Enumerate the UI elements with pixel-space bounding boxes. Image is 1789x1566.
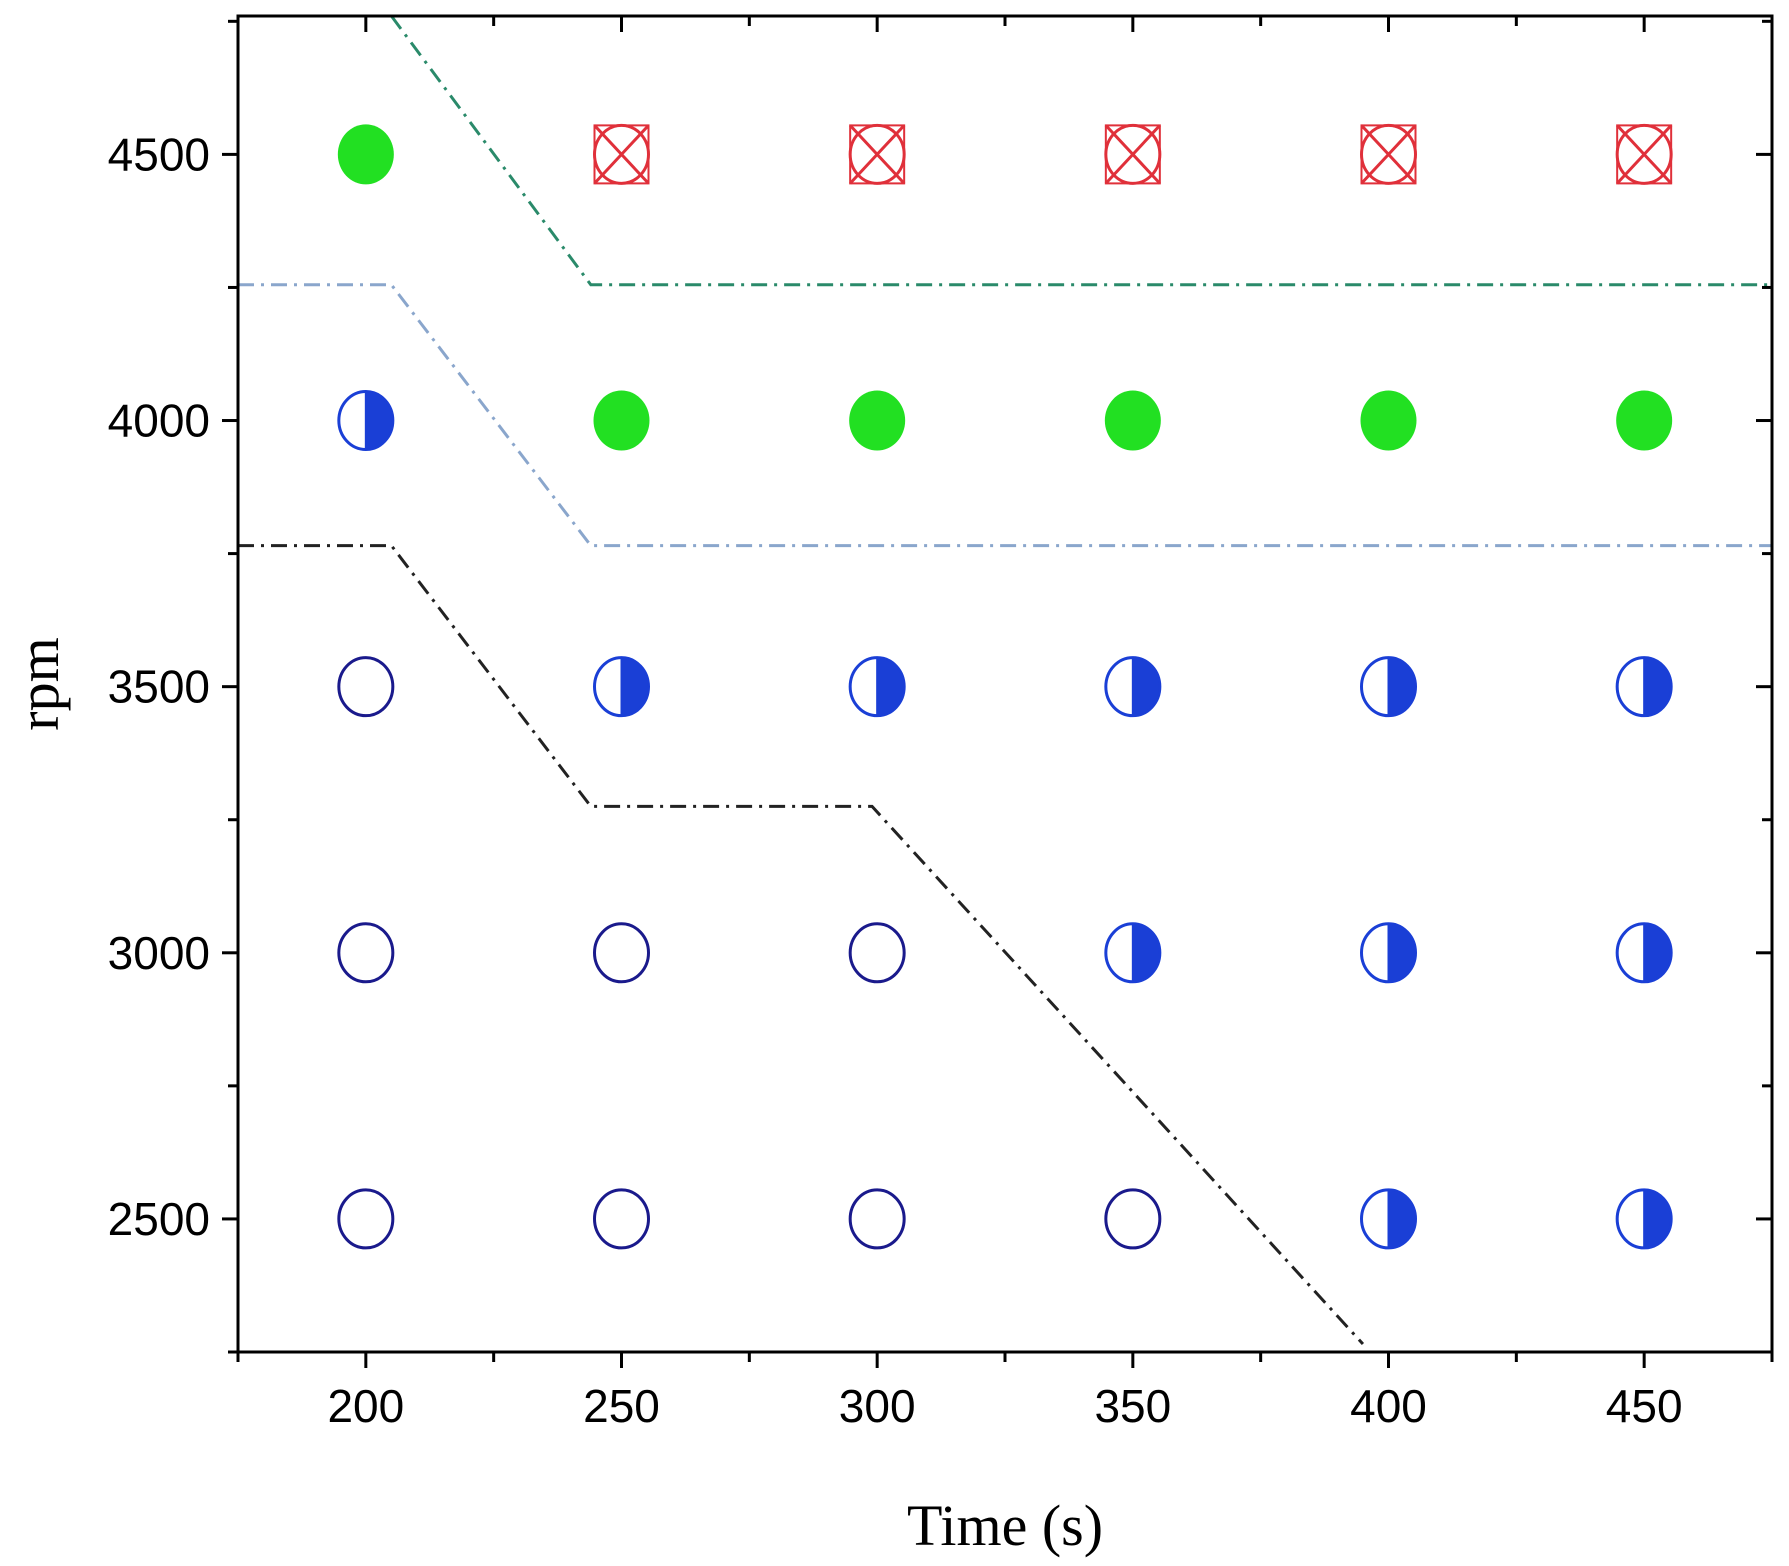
crossed-circle-box: [1616, 124, 1673, 185]
half-circle-fill: [1387, 656, 1417, 717]
marker-crossed-circle: [1615, 123, 1673, 185]
marker-half-filled-circle: [1360, 1188, 1417, 1250]
marker-half-filled-circle: [1360, 656, 1417, 718]
y-tick-label: 2500: [108, 1193, 210, 1245]
marker-open-circle: [593, 1188, 650, 1250]
green-boundary: [390, 15, 1772, 287]
filled-circle-mark: [593, 390, 650, 451]
marker-open-circle: [337, 1188, 395, 1250]
marker-open-circle: [337, 922, 395, 984]
marker-crossed-circle: [1360, 123, 1417, 185]
black-boundary: [238, 544, 1365, 1346]
marker-half-filled-circle: [337, 390, 395, 452]
marker-half-filled-circle: [593, 656, 650, 718]
crossed-circle-diag-b: [1360, 124, 1417, 185]
half-circle-fill: [1131, 922, 1161, 983]
x-axis-title: Time (s): [907, 1493, 1103, 1558]
half-circle-fill: [1387, 1188, 1417, 1249]
axes-layer: 200 250 300 350 400 450 2500 3000 3500 4000 4500 Ti…: [6, 14, 1774, 1558]
half-circle-fill: [620, 656, 650, 717]
markers-layer: [337, 123, 1673, 1250]
marker-open-circle: [848, 1188, 906, 1250]
crossed-circle-diag-b: [849, 124, 906, 185]
marker-open-circle: [848, 922, 906, 984]
open-circle-mark: [593, 1188, 650, 1250]
filled-circle-mark: [337, 124, 394, 185]
half-circle-fill: [1643, 656, 1673, 717]
crossed-circle-diag-b: [1616, 124, 1673, 185]
marker-half-filled-circle: [1104, 922, 1162, 984]
open-circle-mark: [848, 1188, 906, 1250]
crossed-circle-diag-b: [1104, 124, 1161, 185]
marker-filled-circle: [1616, 390, 1673, 451]
x-tick-label: 250: [583, 1380, 660, 1432]
crossed-circle-box: [849, 124, 906, 185]
half-circle-fill: [1643, 1188, 1673, 1249]
half-circle-fill: [1131, 656, 1161, 717]
marker-half-filled-circle: [1360, 922, 1417, 984]
marker-crossed-circle: [1104, 123, 1162, 185]
crossed-circle-box: [1360, 124, 1417, 185]
x-tick-label: 300: [839, 1380, 916, 1432]
boundary-lines-layer: [238, 15, 1772, 1346]
filled-circle-mark: [1360, 390, 1417, 451]
marker-half-filled-circle: [1615, 656, 1673, 718]
filled-circle-mark: [849, 390, 906, 451]
marker-filled-circle: [593, 390, 650, 451]
open-circle-mark: [337, 656, 395, 718]
y-tick-label: 4500: [108, 128, 210, 180]
half-circle-fill: [364, 390, 394, 451]
lightblue-boundary: [238, 283, 1772, 548]
marker-crossed-circle: [848, 123, 906, 185]
open-circle-mark: [337, 922, 395, 984]
open-circle-mark: [337, 1188, 395, 1250]
marker-half-filled-circle: [1615, 1188, 1673, 1250]
filled-circle-mark: [1616, 390, 1673, 451]
marker-half-filled-circle: [1615, 922, 1673, 984]
half-circle-fill: [1387, 922, 1417, 983]
x-tick-label: 200: [327, 1380, 404, 1432]
half-circle-fill: [1643, 922, 1673, 983]
y-axis-title: rpm: [6, 637, 71, 730]
marker-half-filled-circle: [848, 656, 906, 718]
plot-frame: [236, 14, 1774, 1354]
open-circle-mark: [593, 922, 650, 984]
y-tick-label: 3500: [108, 661, 210, 713]
marker-open-circle: [337, 656, 395, 718]
marker-crossed-circle: [593, 123, 650, 185]
filled-circle-mark: [1104, 390, 1161, 451]
marker-half-filled-circle: [1104, 656, 1162, 718]
x-tick-label: 400: [1350, 1380, 1427, 1432]
marker-filled-circle: [849, 390, 906, 451]
y-tick-label: 4000: [108, 395, 210, 447]
open-circle-mark: [848, 922, 906, 984]
crossed-circle-diag-b: [593, 124, 650, 185]
crossed-circle-box: [1104, 124, 1161, 185]
crossed-circle-box: [593, 124, 650, 185]
x-tick-label: 350: [1094, 1380, 1171, 1432]
x-tick-label: 450: [1606, 1380, 1683, 1432]
open-circle-mark: [1104, 1188, 1162, 1250]
marker-filled-circle: [1104, 390, 1161, 451]
marker-open-circle: [1104, 1188, 1162, 1250]
y-tick-label: 3000: [108, 927, 210, 979]
half-circle-fill: [876, 656, 906, 717]
marker-filled-circle: [1360, 390, 1417, 451]
marker-open-circle: [593, 922, 650, 984]
marker-filled-circle: [337, 124, 394, 185]
